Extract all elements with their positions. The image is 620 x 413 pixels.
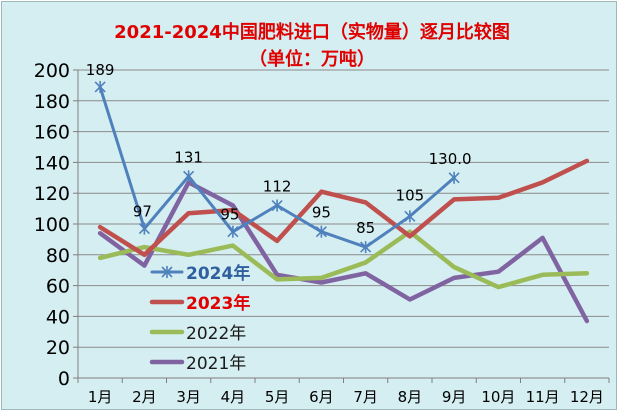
series-line bbox=[97, 180, 590, 324]
data-label: 112 bbox=[263, 178, 292, 196]
y-tick-label: 120 bbox=[34, 183, 70, 205]
legend-label: 2024年 bbox=[186, 263, 250, 284]
data-label: 95 bbox=[312, 204, 331, 222]
series-line bbox=[98, 85, 456, 249]
data-point bbox=[227, 225, 239, 238]
x-tick-label: 1月 bbox=[88, 388, 113, 406]
y-tick-label: 60 bbox=[46, 276, 70, 298]
chart-subtitle: （单位：万吨） bbox=[249, 48, 375, 70]
y-tick-label: 100 bbox=[34, 214, 70, 236]
x-tick-label: 2月 bbox=[132, 388, 157, 406]
x-tick-label: 8月 bbox=[398, 388, 423, 406]
data-point bbox=[404, 210, 416, 223]
series-line bbox=[97, 158, 590, 258]
x-tick-label: 4月 bbox=[221, 388, 246, 406]
x-tick-label: 6月 bbox=[309, 388, 334, 406]
data-label: 189 bbox=[86, 61, 115, 79]
data-point bbox=[183, 170, 195, 183]
chart-title: 2021-2024中国肥料进口（实物量）逐月比较图 bbox=[114, 21, 510, 43]
data-label: 130.0 bbox=[429, 150, 472, 168]
x-tick-label: 11月 bbox=[526, 388, 560, 406]
y-tick-label: 200 bbox=[34, 60, 70, 82]
x-tick-label: 3月 bbox=[176, 388, 201, 406]
legend-label: 2023年 bbox=[186, 293, 250, 314]
data-label: 105 bbox=[396, 186, 425, 204]
y-tick-label: 140 bbox=[34, 152, 70, 174]
data-label: 85 bbox=[356, 219, 375, 237]
data-label: 131 bbox=[174, 148, 203, 166]
y-tick-label: 40 bbox=[46, 306, 70, 328]
data-point bbox=[271, 199, 283, 212]
plot-area: 0 20 40 60 80 100 120 140 160 180 200 1月 2月 3月 4月 5月 6月 7… bbox=[34, 60, 610, 406]
y-tick-label: 180 bbox=[34, 91, 70, 113]
x-tick-label: 5月 bbox=[265, 388, 290, 406]
legend-label: 2021年 bbox=[186, 354, 246, 374]
series-line bbox=[97, 229, 590, 290]
data-point bbox=[94, 80, 106, 93]
data-point bbox=[360, 241, 372, 254]
x-tick-label: 10月 bbox=[481, 388, 515, 406]
legend-label: 2022年 bbox=[186, 324, 246, 344]
y-tick-label: 0 bbox=[58, 368, 70, 390]
data-point bbox=[448, 171, 460, 184]
data-label: 97 bbox=[133, 203, 152, 221]
y-tick-label: 80 bbox=[46, 245, 70, 267]
x-tick-label: 7月 bbox=[353, 388, 378, 406]
y-tick-label: 160 bbox=[34, 122, 70, 144]
y-tick-label: 20 bbox=[46, 337, 70, 359]
x-tick-label: 9月 bbox=[442, 388, 467, 406]
data-point bbox=[138, 222, 150, 235]
data-label: 95 bbox=[220, 206, 239, 224]
x-tick-label: 12月 bbox=[570, 388, 604, 406]
data-point bbox=[315, 225, 327, 238]
